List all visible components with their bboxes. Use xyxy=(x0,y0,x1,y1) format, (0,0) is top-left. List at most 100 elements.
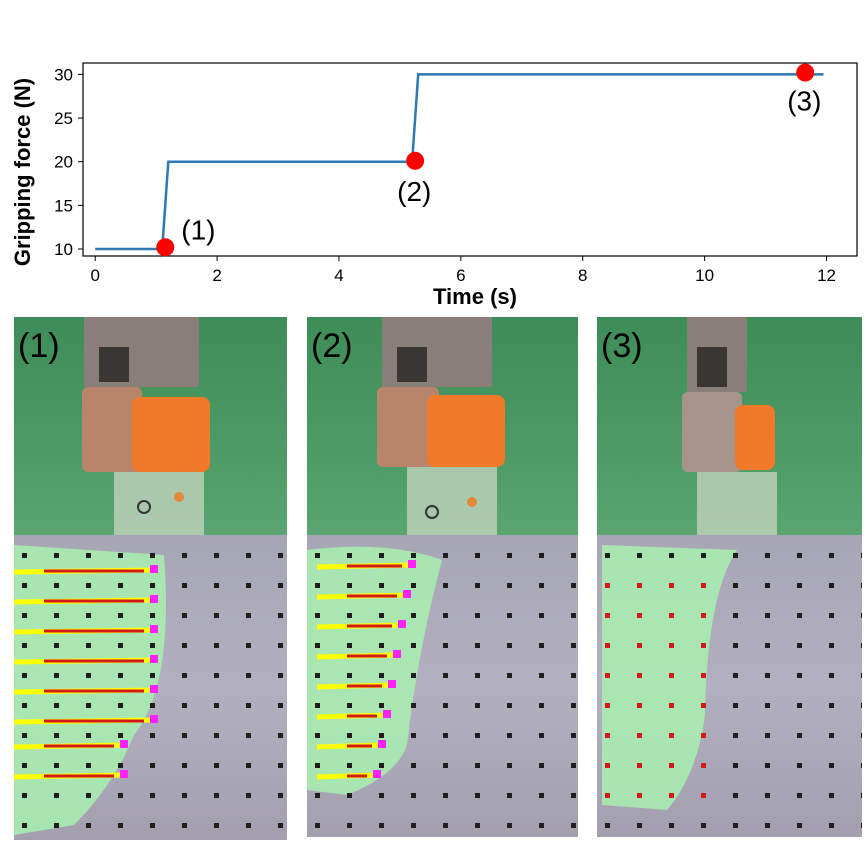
marker-dot xyxy=(701,553,706,558)
marker-dot xyxy=(278,703,283,708)
marker-dot xyxy=(182,643,187,648)
marker-dot xyxy=(507,763,512,768)
marker-dot xyxy=(315,643,320,648)
panel-label-1: (1) xyxy=(18,327,60,365)
marker-dot xyxy=(539,823,544,828)
marker-dot xyxy=(278,763,283,768)
marker-dot xyxy=(539,673,544,678)
marker-dot xyxy=(411,643,416,648)
marker-dot xyxy=(829,823,834,828)
marker-dot xyxy=(86,703,91,708)
marker-dot xyxy=(378,740,386,748)
marker-dot xyxy=(475,733,480,738)
shear-vector xyxy=(637,643,642,648)
marker-dot xyxy=(86,553,91,558)
y-tick-label: 10 xyxy=(54,240,73,259)
marker-dot xyxy=(214,703,219,708)
marker-dot xyxy=(637,823,642,828)
marker-dot xyxy=(507,793,512,798)
marker-dot xyxy=(246,823,251,828)
marker-dot xyxy=(507,553,512,558)
marker-dot xyxy=(150,655,158,663)
marker-dot xyxy=(507,583,512,588)
marker-dot xyxy=(443,793,448,798)
marker-dot xyxy=(278,643,283,648)
marker-dot xyxy=(475,613,480,618)
marker-dot xyxy=(733,583,738,588)
marker-dot xyxy=(411,553,416,558)
marker-dot xyxy=(507,613,512,618)
marker-dot xyxy=(379,733,384,738)
marker-dot xyxy=(829,763,834,768)
shear-vector xyxy=(701,703,706,708)
marker-dot xyxy=(214,793,219,798)
marker-dot xyxy=(411,763,416,768)
marker-dot xyxy=(315,583,320,588)
shear-vector xyxy=(637,583,642,588)
marker-dot xyxy=(797,553,802,558)
marker-dot xyxy=(571,733,576,738)
snapshot-panel-3: (3) xyxy=(597,317,862,837)
marker-dot xyxy=(54,763,59,768)
marker-dot xyxy=(150,793,155,798)
marker-dot xyxy=(861,583,862,588)
marker-dot xyxy=(571,673,576,678)
marker-dot xyxy=(733,673,738,678)
marker-dot xyxy=(278,733,283,738)
marker-dot xyxy=(150,643,155,648)
marker-dot xyxy=(475,553,480,558)
x-tick-label: 12 xyxy=(817,266,836,285)
marker-dot xyxy=(571,823,576,828)
marker-dot xyxy=(118,643,123,648)
shear-vector xyxy=(637,703,642,708)
plot-area xyxy=(82,62,858,257)
marker-dot xyxy=(861,733,862,738)
marker-dot xyxy=(246,793,251,798)
marker-dot xyxy=(182,793,187,798)
marker-dot xyxy=(507,703,512,708)
marker-dot xyxy=(539,553,544,558)
marker-dot xyxy=(765,583,770,588)
marker-dot xyxy=(22,583,27,588)
marker-dot xyxy=(539,763,544,768)
x-tick-label: 0 xyxy=(90,266,99,285)
y-axis-label: Gripping force (N) xyxy=(10,78,35,266)
marker-dot xyxy=(373,770,381,778)
marker-dot xyxy=(315,823,320,828)
marker-dot xyxy=(733,643,738,648)
shear-vector xyxy=(669,703,674,708)
x-tick-label: 4 xyxy=(334,266,343,285)
marker-dot xyxy=(214,823,219,828)
marker-dot xyxy=(182,823,187,828)
marker-dot xyxy=(118,673,123,678)
marker-dot xyxy=(86,673,91,678)
marker-dot xyxy=(118,763,123,768)
marker-dot xyxy=(443,613,448,618)
marker-dot xyxy=(637,553,642,558)
marker-dot xyxy=(54,733,59,738)
marker-dot xyxy=(829,553,834,558)
marker-dot xyxy=(246,763,251,768)
marker-dot xyxy=(443,703,448,708)
marker-dot xyxy=(443,733,448,738)
shear-vector xyxy=(637,733,642,738)
marker-dot xyxy=(54,613,59,618)
marker-dot xyxy=(118,613,123,618)
marker-dot xyxy=(86,793,91,798)
x-axis-label: Time (s) xyxy=(433,284,517,309)
force-series-line xyxy=(95,73,824,251)
marker-dot xyxy=(118,583,123,588)
marker-dot xyxy=(861,553,862,558)
marker-dot xyxy=(408,560,416,568)
marker-dot xyxy=(214,613,219,618)
marker-dot xyxy=(150,583,155,588)
shear-vector xyxy=(669,673,674,678)
marker-dot xyxy=(150,595,158,603)
y-tick-label: 15 xyxy=(54,196,73,215)
marker-dot xyxy=(246,733,251,738)
marker-dot xyxy=(278,613,283,618)
marker-dot xyxy=(54,583,59,588)
marker-dot xyxy=(150,685,158,693)
marker-dot xyxy=(150,625,158,633)
